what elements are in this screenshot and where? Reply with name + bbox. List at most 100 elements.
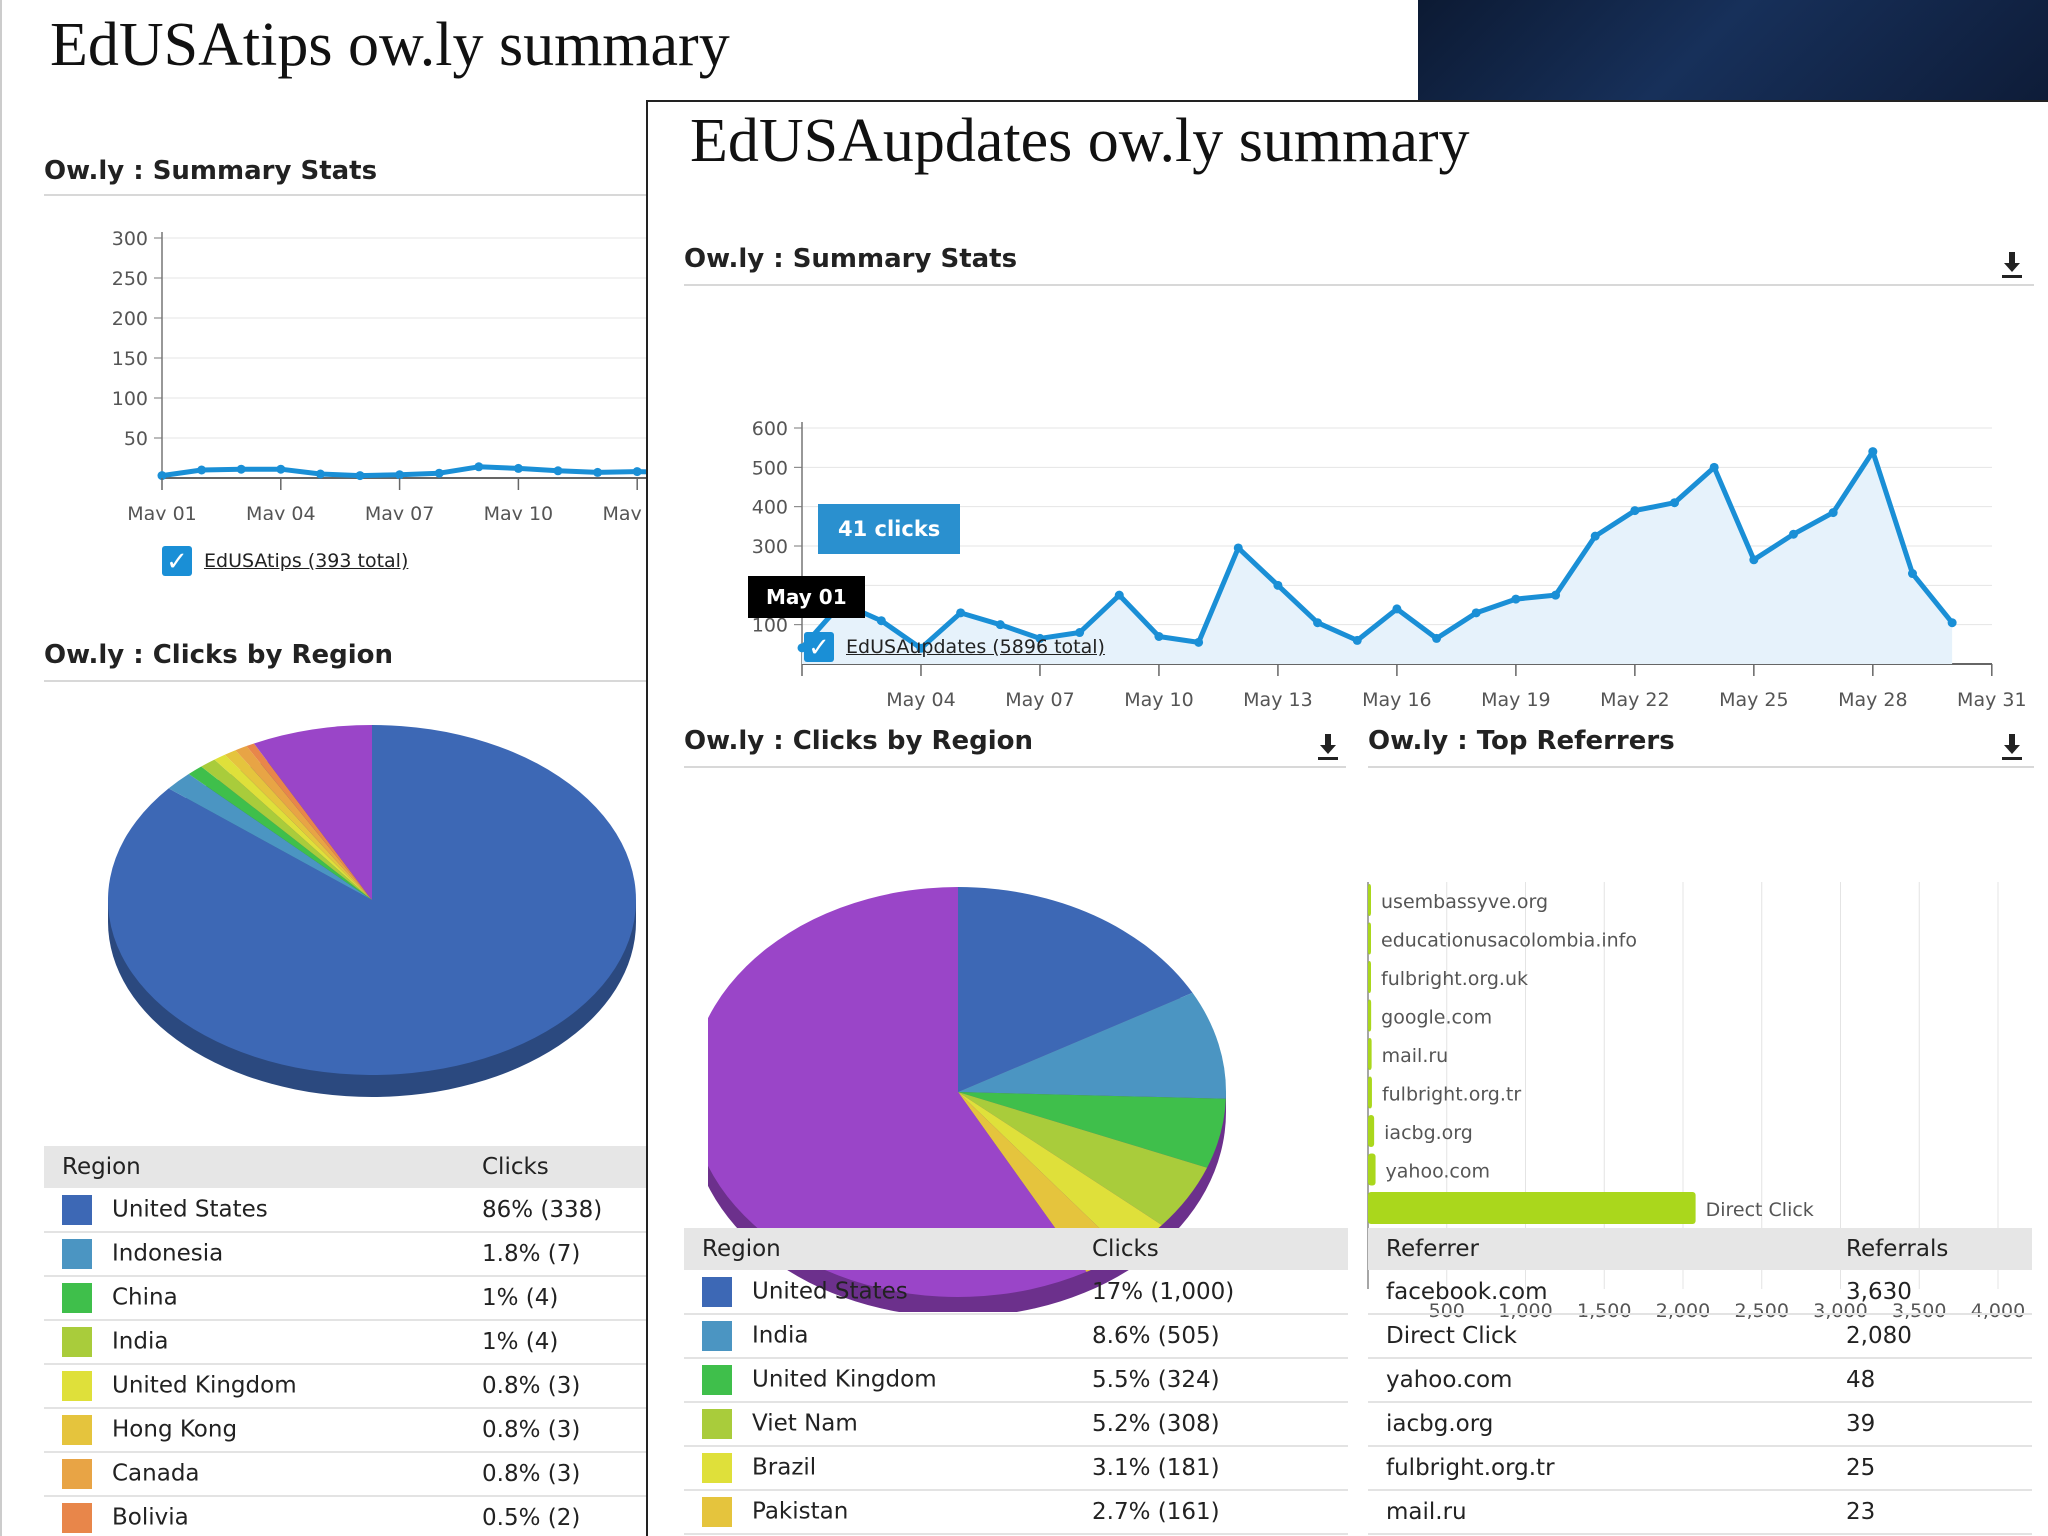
region-name: India — [752, 1322, 809, 1349]
pie-slice — [958, 887, 1193, 1092]
table-row: Indonesia 1.8% (7) — [44, 1232, 664, 1277]
data-point — [1789, 529, 1798, 539]
referral-count: 48 — [1828, 1358, 2032, 1403]
x-tick-label: May 04 — [246, 503, 316, 520]
download-icon[interactable] — [2000, 732, 2024, 762]
data-point — [632, 467, 642, 477]
color-swatch — [62, 1503, 92, 1533]
data-point — [276, 464, 286, 474]
table-row: United States 86% (338) — [44, 1188, 664, 1233]
section-divider — [44, 194, 664, 196]
region-table: Region Clicks United States 17% (1,000) … — [684, 1228, 1348, 1535]
section-divider — [1368, 766, 2034, 768]
table-row: United States 17% (1,000) — [684, 1270, 1348, 1315]
region-name: Pakistan — [752, 1498, 849, 1525]
click-count: 0.8% (3) — [464, 1408, 664, 1453]
referrer-table: Referrer Referrals facebook.com 3,630 Di… — [1368, 1228, 2032, 1535]
x-tick-label: May 10 — [484, 503, 554, 520]
summary-stats-title: Ow.ly : Summary Stats — [44, 156, 378, 186]
legend-label[interactable]: EdUSAupdates (5896 total) — [846, 636, 1105, 658]
y-tick-label: 100 — [112, 388, 148, 410]
table-row: Canada 0.8% (3) — [44, 1452, 664, 1497]
pie-slice — [235, 746, 372, 900]
y-tick-label: 200 — [112, 308, 148, 330]
legend-label[interactable]: EdUSAtips (393 total) — [204, 550, 409, 572]
click-count: 8.6% (505) — [1074, 1314, 1348, 1359]
clicks-column-header: Clicks — [464, 1146, 664, 1188]
data-point — [1511, 594, 1521, 604]
color-swatch — [62, 1327, 92, 1357]
region-name: Bolivia — [112, 1504, 189, 1531]
x-tick-label: May 07 — [1005, 689, 1075, 711]
data-point — [1749, 555, 1759, 565]
bar-label: educationusacolombia.info — [1381, 930, 1637, 952]
download-icon[interactable] — [1316, 732, 1340, 762]
y-tick-label: 50 — [124, 428, 148, 450]
x-tick-label: May 07 — [365, 503, 435, 520]
active-x-label: May 01 — [748, 576, 865, 618]
region-name: United Kingdom — [752, 1366, 937, 1393]
series-legend[interactable]: ✓ EdUSAtips (393 total) — [162, 546, 408, 576]
data-point — [513, 463, 523, 473]
series-legend[interactable]: ✓ EdUSAupdates (5896 total) — [804, 632, 1105, 662]
download-icon[interactable] — [2000, 250, 2024, 280]
click-count: 17% (1,000) — [1074, 1270, 1348, 1315]
data-point — [395, 470, 405, 480]
top-referrers-title: Ow.ly : Top Referrers — [1368, 726, 1675, 756]
table-row: China 1% (4) — [44, 1276, 664, 1321]
background-image — [1418, 0, 2048, 102]
table-row: Direct Click 2,080 — [1368, 1314, 2032, 1359]
pie-slice — [168, 774, 372, 900]
pie-slice — [253, 725, 372, 900]
referrer-name: yahoo.com — [1368, 1358, 1828, 1403]
color-swatch — [702, 1453, 732, 1483]
color-swatch — [702, 1276, 732, 1307]
y-tick-label: 150 — [112, 348, 148, 370]
section-divider — [44, 680, 664, 682]
click-count: 1% (4) — [464, 1320, 664, 1365]
referral-count: 2,080 — [1828, 1314, 2032, 1359]
x-tick-label: May 04 — [886, 689, 956, 711]
data-point — [916, 643, 926, 653]
referrer-name: Direct Click — [1368, 1314, 1828, 1359]
checkbox-checked-icon[interactable]: ✓ — [162, 546, 192, 576]
table-row: India 1% (4) — [44, 1320, 664, 1365]
data-point — [1392, 604, 1402, 614]
table-row: facebook.com 3,630 — [1368, 1270, 2032, 1315]
page-title: EdUSAupdates ow.ly summary — [690, 107, 1470, 175]
summary-stats-title: Ow.ly : Summary Stats — [684, 244, 1018, 274]
data-point — [1194, 637, 1204, 647]
bar-label: Direct Click — [1706, 1199, 1814, 1221]
region-name: United States — [112, 1196, 268, 1222]
click-count: 86% (338) — [464, 1188, 664, 1233]
table-row: United Kingdom 5.5% (324) — [684, 1358, 1348, 1403]
data-point — [474, 462, 484, 472]
data-point — [1471, 608, 1481, 618]
pie-slice — [958, 1092, 1162, 1253]
checkbox-checked-icon[interactable]: ✓ — [804, 632, 834, 662]
click-count: 1% (4) — [464, 1276, 664, 1321]
color-swatch — [62, 1194, 92, 1225]
table-row: iacbg.org 39 — [1368, 1402, 2032, 1447]
y-tick-label: 400 — [752, 497, 788, 519]
pie-slice — [958, 1092, 1125, 1272]
pie-slice — [188, 766, 372, 900]
edusaupdates-panel: EdUSAupdates ow.ly summary Ow.ly : Summa… — [646, 100, 2048, 1536]
referrer-name: mail.ru — [1368, 1490, 1828, 1535]
x-tick-label: May 22 — [1600, 689, 1670, 711]
y-tick-label: 600 — [752, 418, 788, 440]
bar — [1368, 1038, 1372, 1070]
bar-label: yahoo.com — [1386, 1161, 1490, 1183]
bar — [1368, 1153, 1376, 1186]
color-swatch — [62, 1371, 92, 1401]
click-count: 3.1% (181) — [1074, 1446, 1348, 1491]
pie-slice — [958, 1092, 1208, 1226]
table-row: Viet Nam 5.2% (308) — [684, 1402, 1348, 1447]
clicks-by-region-title: Ow.ly : Clicks by Region — [44, 640, 393, 670]
data-point — [1907, 569, 1917, 579]
data-point — [1352, 635, 1362, 645]
data-point — [1273, 580, 1283, 590]
referral-count: 25 — [1828, 1446, 2032, 1491]
bar — [1368, 999, 1372, 1032]
